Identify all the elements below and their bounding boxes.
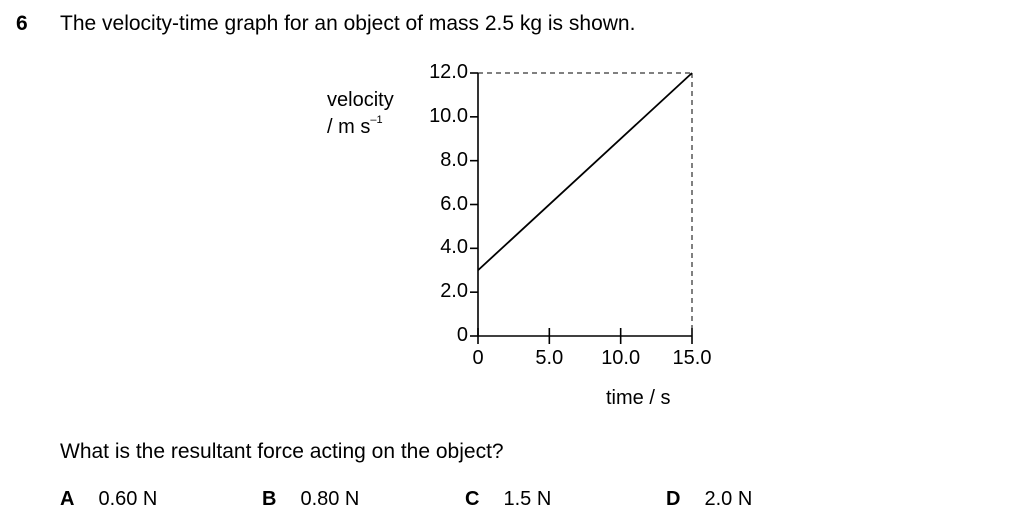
option-text: 2.0 N	[704, 488, 753, 510]
y-tick-label: 2.0	[440, 280, 468, 303]
option-letter: D	[666, 488, 681, 510]
question-prompt: What is the resultant force acting on th…	[60, 440, 504, 463]
option-letter: B	[262, 488, 277, 510]
option-text: 0.60 N	[98, 488, 158, 510]
y-tick-label: 4.0	[440, 236, 468, 259]
question-stem: The velocity-time graph for an object of…	[60, 12, 636, 35]
x-tick-label: 5.0	[535, 347, 564, 369]
option-text: 0.80 N	[300, 488, 360, 510]
x-tick-label: 10.0	[601, 347, 641, 369]
option-letter: C	[465, 488, 480, 510]
x-axis-label: time / s	[606, 387, 671, 409]
option-c[interactable]: C 1.5 N	[465, 488, 551, 511]
option-a[interactable]: A 0.60 N	[60, 488, 157, 511]
option-letter: A	[60, 488, 75, 510]
option-text: 1.5 N	[503, 488, 552, 510]
y-tick-label: 10.0	[429, 104, 468, 127]
y-axis-unit-exponent: –1	[370, 114, 383, 127]
question-number: 6	[16, 12, 28, 35]
y-tick-label: 6.0	[440, 192, 468, 215]
y-axis-unit-text: / m s	[327, 116, 371, 138]
y-tick-label: 0	[456, 324, 468, 346]
y-axis-unit: / m s–1	[327, 114, 383, 139]
velocity-line	[477, 72, 693, 271]
y-axis-label: velocity	[327, 89, 394, 111]
option-b[interactable]: B 0.80 N	[262, 488, 359, 511]
y-tick-label: 12.0	[429, 61, 468, 83]
x-tick-label: 0	[472, 347, 484, 369]
x-tick-label: 15.0	[672, 347, 712, 369]
y-tick-label: 8.0	[440, 148, 468, 171]
option-d[interactable]: D 2.0 N	[666, 488, 752, 511]
